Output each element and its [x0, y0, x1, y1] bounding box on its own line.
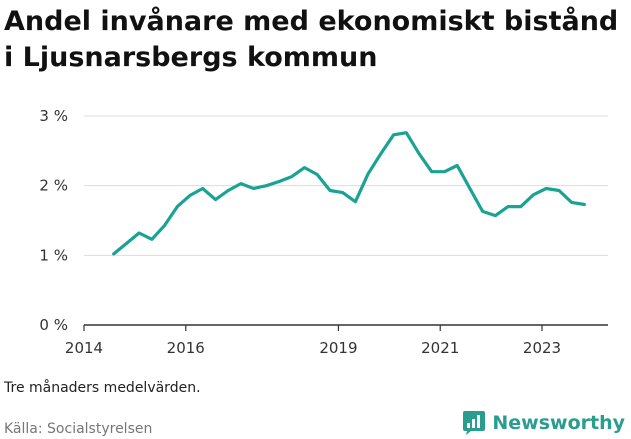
chart-title: Andel invånare med ekonomiskt bistånd i …	[4, 6, 619, 73]
x-axis: 2014 2016 2019 2021 2023	[65, 324, 608, 357]
brand-logo: Newsworthy	[462, 410, 625, 436]
x-tick-label: 2023	[523, 339, 561, 357]
y-tick-label: 0 %	[39, 316, 68, 334]
x-tick-label: 2016	[167, 339, 205, 357]
y-tick-label: 2 %	[39, 177, 68, 195]
y-tick-label: 1 %	[39, 246, 68, 264]
newsworthy-logo-icon	[463, 411, 486, 435]
y-tick-label: 3 %	[39, 107, 68, 125]
grid-lines	[84, 115, 608, 256]
brand-name: Newsworthy	[492, 412, 625, 434]
chart-note: Tre månaders medelvärden.	[4, 380, 201, 396]
source-label: Källa: Socialstyrelsen	[4, 421, 153, 437]
y-axis: 0 % 1 % 2 % 3 %	[39, 107, 68, 334]
series	[112, 131, 587, 256]
x-tick-label: 2021	[421, 339, 459, 357]
x-tick-label: 2014	[65, 339, 103, 357]
series-line	[112, 131, 587, 256]
x-tick-label: 2019	[319, 339, 357, 357]
